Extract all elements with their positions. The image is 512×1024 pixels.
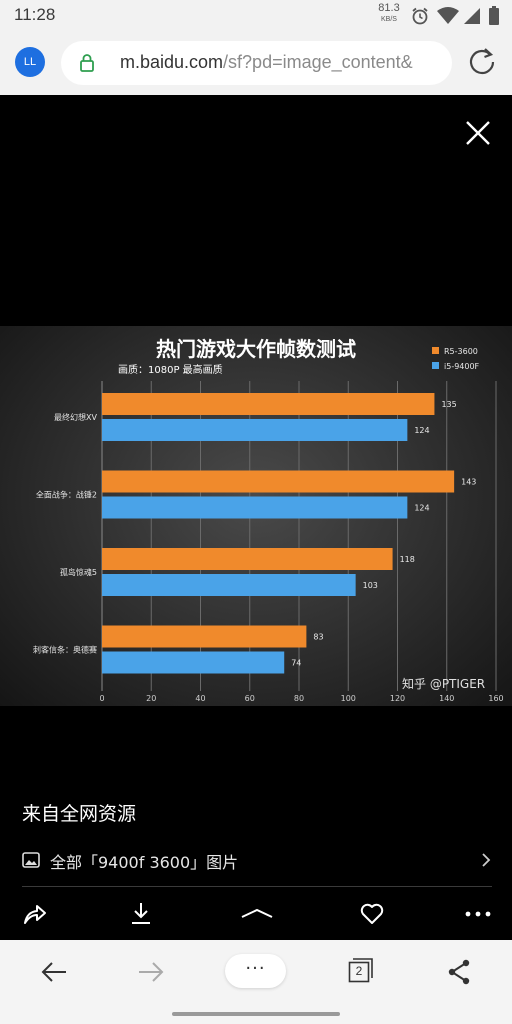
favorite-icon[interactable] bbox=[359, 901, 385, 927]
url-path: /sf?pd=image_content& bbox=[223, 52, 413, 72]
bar bbox=[102, 419, 408, 441]
x-tick-label: 20 bbox=[146, 694, 156, 703]
bar-value-label: 124 bbox=[414, 504, 429, 513]
share-icon[interactable] bbox=[446, 958, 472, 986]
tab-count: 2 bbox=[355, 964, 363, 978]
image-icon bbox=[22, 852, 40, 868]
chevron-right-icon bbox=[482, 853, 491, 867]
source-text: 来自全网资源 bbox=[22, 803, 137, 825]
x-tick-label: 60 bbox=[245, 694, 255, 703]
address-bar: LL m.baidu.com/sf?pd=image_content& bbox=[0, 32, 512, 95]
x-tick-label: 100 bbox=[341, 694, 356, 703]
x-tick-label: 120 bbox=[390, 694, 405, 703]
x-tick-label: 140 bbox=[439, 694, 454, 703]
avatar[interactable]: LL bbox=[15, 47, 45, 77]
bar bbox=[102, 470, 455, 493]
bar-value-label: 124 bbox=[414, 426, 429, 435]
back-arrow-icon[interactable] bbox=[40, 958, 68, 986]
category-label: 最终幻想XV bbox=[54, 412, 97, 422]
bar-chart: 热门游戏大作帧数测试 画质：1080P 最高画质 0 20 40 60 80 100 120… bbox=[33, 337, 504, 703]
bar bbox=[102, 651, 285, 674]
category-label: 孤岛惊魂5 bbox=[60, 567, 97, 577]
bar bbox=[102, 496, 408, 519]
lock-icon bbox=[80, 54, 94, 72]
legend-swatch bbox=[432, 362, 439, 369]
more-dots-icon[interactable]: ··· bbox=[225, 954, 286, 988]
status-bar: 11:28 81.3 KB/S bbox=[0, 0, 512, 32]
network-speed-unit: KB/S bbox=[381, 16, 397, 23]
category-label: 全面战争：战锤2 bbox=[36, 490, 97, 500]
url-field[interactable]: m.baidu.com/sf?pd=image_content& bbox=[61, 41, 452, 85]
legend-label: R5-3600 bbox=[444, 347, 478, 356]
collapse-icon[interactable] bbox=[240, 901, 274, 927]
related-images-label: 全部「9400f 3600」图片 bbox=[50, 853, 239, 872]
bar-value-label: 83 bbox=[313, 633, 323, 642]
url-host: m.baidu.com bbox=[120, 52, 224, 72]
download-icon[interactable] bbox=[128, 901, 154, 927]
network-speed: 81.3 KB/S bbox=[376, 2, 402, 24]
wifi-icon bbox=[437, 7, 459, 24]
forward-arrow-icon[interactable] bbox=[137, 958, 165, 986]
bar bbox=[102, 548, 393, 570]
url-text: m.baidu.com/sf?pd=image_content& bbox=[120, 52, 413, 73]
image-viewer: 热门游戏大作帧数测试 画质：1080P 最高画质 0 20 40 60 80 100 120… bbox=[0, 95, 512, 940]
related-images-link[interactable]: 全部「9400f 3600」图片 bbox=[22, 847, 492, 877]
signal-icon bbox=[464, 8, 480, 24]
network-speed-value: 81.3 bbox=[378, 2, 400, 14]
x-tick-label: 80 bbox=[294, 694, 304, 703]
category-label: 刺客信条：奥德赛 bbox=[33, 645, 97, 655]
bar-value-label: 74 bbox=[291, 659, 301, 668]
gesture-area bbox=[0, 1004, 512, 1024]
more-icon[interactable] bbox=[464, 901, 492, 927]
battery-icon bbox=[489, 6, 499, 25]
legend-label: i5-9400F bbox=[444, 362, 480, 371]
status-time: 11:28 bbox=[14, 5, 56, 24]
x-tick-label: 160 bbox=[488, 694, 503, 703]
divider bbox=[22, 886, 492, 887]
home-indicator[interactable] bbox=[172, 1012, 340, 1016]
bar-value-label: 103 bbox=[363, 581, 378, 590]
alarm-icon bbox=[412, 7, 428, 25]
bar-value-label: 135 bbox=[441, 400, 456, 409]
tabs-icon bbox=[348, 958, 373, 983]
chart-bars: 135 124 最终幻想XV 143 124 全面战争：战锤2 118 103 孤岛惊魂5 83 7… bbox=[33, 393, 476, 674]
bottom-nav-bar: ··· 2 bbox=[0, 940, 512, 1004]
tabs-button[interactable]: 2 bbox=[348, 957, 374, 983]
close-icon[interactable] bbox=[464, 119, 492, 147]
chart-legend: R5-3600 i5-9400F bbox=[432, 347, 480, 371]
viewer-action-bar bbox=[0, 895, 512, 935]
bar bbox=[102, 625, 307, 648]
chart-image[interactable]: 热门游戏大作帧数测试 画质：1080P 最高画质 0 20 40 60 80 100 120… bbox=[0, 326, 512, 706]
x-tick-label: 0 bbox=[99, 694, 104, 703]
reload-icon[interactable] bbox=[466, 45, 498, 77]
bar bbox=[102, 574, 356, 596]
chart-subtitle: 画质：1080P 最高画质 bbox=[118, 363, 223, 376]
watermark: 知乎 @PTIGER bbox=[402, 677, 485, 691]
chart-title: 热门游戏大作帧数测试 bbox=[156, 337, 356, 361]
legend-swatch bbox=[432, 347, 439, 354]
x-tick-label: 40 bbox=[195, 694, 205, 703]
share-icon[interactable] bbox=[22, 901, 48, 927]
bar-value-label: 143 bbox=[461, 478, 476, 487]
bar bbox=[102, 393, 435, 415]
bar-value-label: 118 bbox=[400, 555, 415, 564]
